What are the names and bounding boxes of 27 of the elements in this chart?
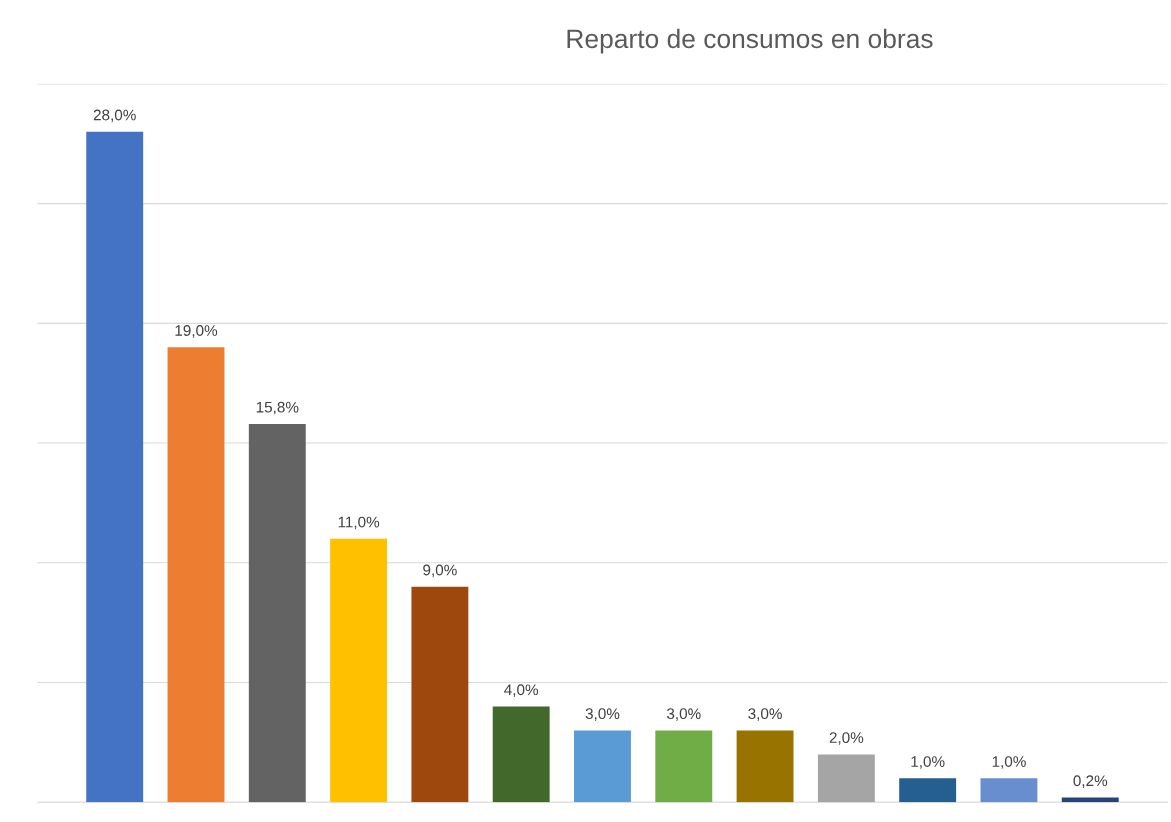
bar	[248, 423, 306, 803]
data-label: 11,0%	[338, 516, 380, 530]
data-label: 0,2%	[1073, 775, 1108, 788]
data-label: 4,0%	[504, 684, 539, 697]
data-label: 1,0%	[992, 756, 1026, 769]
bar	[86, 131, 144, 803]
bar	[817, 754, 875, 803]
bar	[492, 706, 550, 803]
data-label: 3,0%	[666, 708, 701, 721]
data-label: 3,0%	[585, 708, 620, 721]
data-label: 9,0%	[423, 564, 457, 578]
bar	[167, 347, 225, 803]
bar	[899, 778, 957, 803]
bar	[655, 730, 713, 803]
data-label: 28,0%	[93, 109, 136, 123]
data-label: 1,0%	[911, 756, 945, 769]
bar	[736, 730, 794, 803]
data-label: 15,8%	[256, 401, 299, 415]
bar	[1061, 797, 1119, 803]
bar	[330, 538, 388, 803]
bar	[411, 586, 469, 803]
bar	[980, 778, 1038, 803]
data-label: 3,0%	[748, 708, 782, 721]
bar	[574, 730, 631, 803]
data-label: 2,0%	[829, 732, 864, 745]
data-label: 19,0%	[175, 325, 218, 338]
chart-title: Reparto de consumos en obras	[567, 28, 933, 54]
